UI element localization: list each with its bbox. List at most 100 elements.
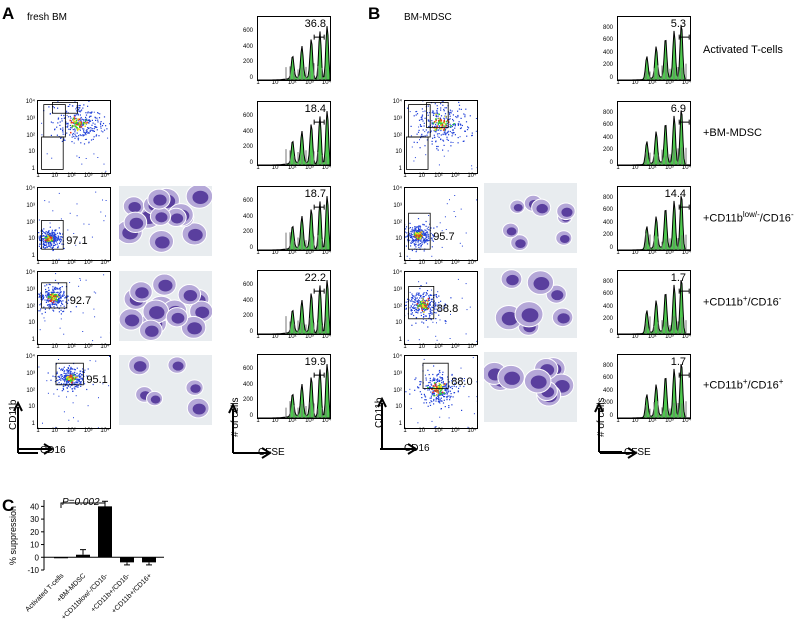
hist-xtick: 10² xyxy=(287,334,297,340)
hist-xtick: 10² xyxy=(287,418,297,424)
c-category-label: Activated T-cells xyxy=(25,572,66,613)
hist-ytick: 600 xyxy=(242,281,253,288)
scatter-xtick: 10⁴ xyxy=(100,344,110,350)
scatter-xtick: 10⁴ xyxy=(100,260,110,266)
hist-xtick: 10 xyxy=(631,334,639,340)
hist-ytick: 0 xyxy=(609,329,613,335)
hist-percent-label: 18.4 xyxy=(304,103,326,115)
bar-3 xyxy=(98,506,112,558)
panel-c-letter: C xyxy=(2,496,15,515)
panel-a-x-arrow xyxy=(14,442,54,456)
gate-percent-label: 97.1 xyxy=(66,234,88,247)
scatter-xtick: 10 xyxy=(418,260,426,266)
scatter-xtick: 10 xyxy=(51,428,59,434)
hist-ytick: 800 xyxy=(602,109,613,116)
scatter-ytick: 10³ xyxy=(393,202,402,209)
panel-a-hist-xlabel: CFSE xyxy=(258,447,285,458)
scatter-xtick: 1 xyxy=(403,428,407,434)
scatter-ytick: 10⁴ xyxy=(25,186,35,193)
condition-label-2: +BM-MDSC xyxy=(703,127,762,139)
hist-xtick: 10 xyxy=(271,418,279,424)
panel-b-hist-ylabel: # of cells xyxy=(596,397,607,437)
hist-xtick: 10² xyxy=(647,418,657,424)
panel-b-hist-xlabel: CFSE xyxy=(624,447,651,458)
hist-xtick: 10³ xyxy=(665,334,674,340)
panel-b-scatter-all xyxy=(404,85,478,174)
scatter-ytick: 10 xyxy=(28,236,35,243)
hist-xtick: 1 xyxy=(616,334,620,340)
hist-xtick: 10 xyxy=(631,80,639,86)
scatter-ytick: 1 xyxy=(31,253,35,259)
hist-ytick: 200 xyxy=(602,62,613,69)
scatter-ytick: 10 xyxy=(28,149,35,156)
scatter-ytick: 1 xyxy=(31,337,35,343)
hist-ytick: 200 xyxy=(602,147,613,154)
c-ytick: 10 xyxy=(30,541,39,550)
panel-a-histogram-3: 18.7 xyxy=(257,186,331,251)
panel-a-scatter-1: 97.1 xyxy=(30,187,111,261)
hist-xtick: 1 xyxy=(256,334,260,340)
scatter-xtick: 1 xyxy=(403,173,407,179)
c-ytick: 30 xyxy=(30,515,39,524)
hist-xtick: 1 xyxy=(256,250,260,256)
hist-ytick: 600 xyxy=(242,365,253,372)
scatter-xtick: 10² xyxy=(434,344,443,350)
hist-xtick: 10³ xyxy=(665,250,674,256)
hist-xtick: 10 xyxy=(631,165,639,171)
scatter-xtick: 10³ xyxy=(83,260,93,266)
scatter-ytick: 10⁴ xyxy=(25,99,35,106)
panel-b-scatter-ylabel: CD11b xyxy=(374,397,385,428)
scatter-ytick: 10² xyxy=(393,303,402,310)
bar-5 xyxy=(142,557,156,563)
scatter-xtick: 1 xyxy=(36,428,40,434)
hist-ytick: 400 xyxy=(602,387,613,394)
panel-a-histogram-4: 22.2 xyxy=(257,270,331,335)
hist-ytick: 400 xyxy=(242,381,253,388)
scatter-ytick: 10⁴ xyxy=(25,354,35,361)
scatter-ytick: 10² xyxy=(393,132,402,139)
hist-xtick: 10³ xyxy=(305,418,314,424)
scatter-ytick: 10³ xyxy=(26,370,35,377)
hist-ytick: 400 xyxy=(242,43,253,50)
hist-xtick: 1 xyxy=(616,165,620,171)
condition-label-3: +CD11blow/-/CD16- xyxy=(703,210,794,225)
hist-xtick: 10⁴ xyxy=(321,418,332,424)
c-category-label: +CD11b+/CD16- xyxy=(90,572,132,614)
panel-c-ylabel: % suppression xyxy=(8,505,18,565)
hist-xtick: 1 xyxy=(616,418,620,424)
hist-ytick: 800 xyxy=(602,362,613,369)
hist-xtick: 10 xyxy=(631,250,639,256)
scatter-xtick: 10 xyxy=(418,344,426,350)
panel-a-scatter-2: 92.7 xyxy=(36,271,111,345)
panel-c-pvalue: P=0.002 xyxy=(62,497,100,508)
hist-ytick: 800 xyxy=(602,24,613,31)
hist-ytick: 600 xyxy=(602,37,613,44)
hist-ytick: 0 xyxy=(609,245,613,251)
scatter-xtick: 10² xyxy=(434,260,443,266)
scatter-ytick: 10⁴ xyxy=(392,99,402,106)
hist-xtick: 10² xyxy=(287,250,297,256)
scatter-xtick: 1 xyxy=(36,344,40,350)
scatter-xtick: 10² xyxy=(67,173,76,179)
hist-xtick: 10² xyxy=(287,80,297,86)
scatter-ytick: 10⁴ xyxy=(392,186,402,193)
hist-ytick: 400 xyxy=(242,128,253,135)
scatter-ytick: 10³ xyxy=(26,115,35,122)
hist-ytick: 200 xyxy=(242,313,253,320)
hist-ytick: 600 xyxy=(602,291,613,298)
scatter-xtick: 10³ xyxy=(83,428,93,434)
hist-xtick: 10⁴ xyxy=(321,334,332,340)
hist-ytick: 600 xyxy=(602,122,613,129)
panel-b-scatter-2: 88.8 xyxy=(398,271,478,345)
scatter-ytick: 10⁴ xyxy=(25,270,35,277)
scatter-xtick: 10² xyxy=(67,260,76,266)
hist-xtick: 10⁴ xyxy=(681,334,692,340)
hist-percent-label: 1.7 xyxy=(670,356,686,368)
bar-1 xyxy=(54,557,68,559)
hist-xtick: 1 xyxy=(616,80,620,86)
scatter-xtick: 10⁴ xyxy=(467,173,477,179)
scatter-ytick: 1 xyxy=(398,166,402,172)
scatter-xtick: 10³ xyxy=(450,428,460,434)
hist-ytick: 600 xyxy=(242,27,253,34)
hist-xtick: 10⁴ xyxy=(681,418,692,424)
